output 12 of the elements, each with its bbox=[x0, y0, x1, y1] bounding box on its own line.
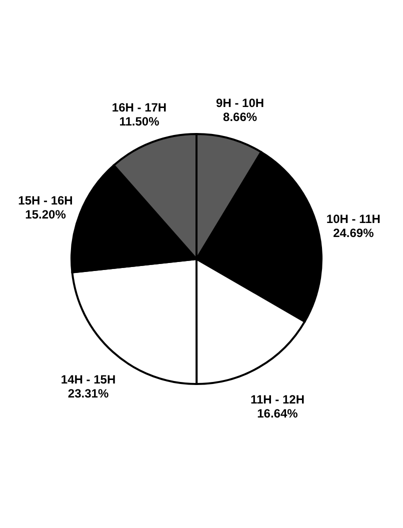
data-label: 11.50% bbox=[119, 114, 160, 128]
slice-label: 14H - 15H bbox=[60, 372, 116, 387]
data-label: 16.64% bbox=[257, 406, 298, 420]
slice-label: 9H - 10H bbox=[216, 96, 264, 110]
data-label: 24.69% bbox=[333, 226, 374, 240]
slice-label: 15H - 16H bbox=[18, 193, 73, 208]
data-label: 23.31% bbox=[68, 386, 109, 401]
slice-label: 16H - 17H bbox=[112, 100, 167, 114]
slice-label: 11H - 12H bbox=[250, 392, 304, 406]
slice-label: 10H - 11H bbox=[326, 212, 380, 226]
data-label: 15.20% bbox=[25, 207, 66, 222]
data-label: 8.66% bbox=[223, 110, 258, 124]
